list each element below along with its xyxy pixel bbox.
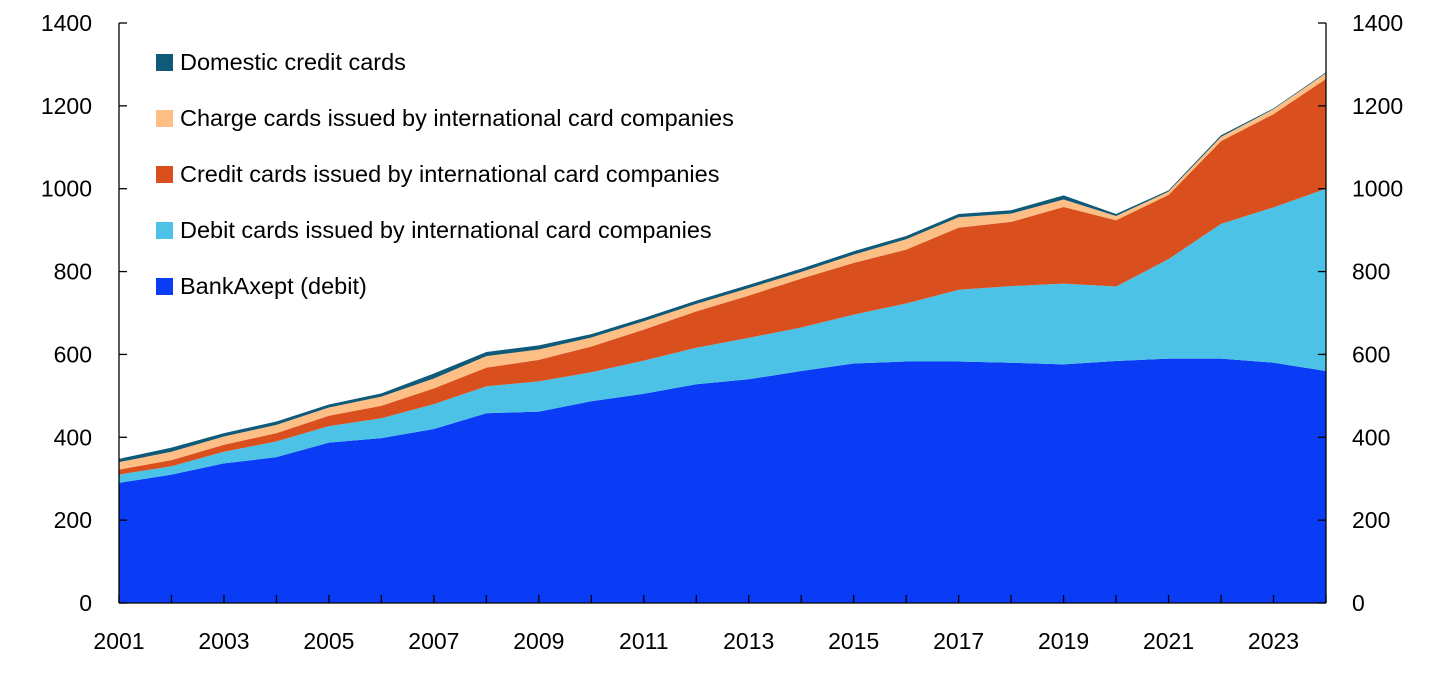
x-tick-label: 2019 bbox=[1038, 628, 1089, 654]
axes bbox=[118, 22, 1327, 604]
y-tick-label-left: 400 bbox=[54, 424, 92, 450]
x-tick-label: 2005 bbox=[303, 628, 354, 654]
x-tick-label: 2021 bbox=[1143, 628, 1194, 654]
y-axis-right-labels: 0 200 400 600 800 1000 1200 1400 bbox=[1352, 10, 1403, 616]
y-tick-label-left: 1200 bbox=[41, 93, 92, 119]
legend-swatch bbox=[156, 166, 173, 183]
y-tick-label-right: 200 bbox=[1352, 507, 1390, 533]
area-layers bbox=[119, 72, 1326, 603]
x-tick-label: 2023 bbox=[1248, 628, 1299, 654]
area-series-1 bbox=[119, 188, 1326, 483]
legend-swatch bbox=[156, 278, 173, 295]
y-tick-label-left: 1000 bbox=[41, 176, 92, 202]
x-tick-label: 2013 bbox=[723, 628, 774, 654]
legend-label: BankAxept (debit) bbox=[180, 273, 367, 299]
legend-label: Charge cards issued by international car… bbox=[180, 105, 734, 131]
x-axis-labels: 2001 2003 2005 2007 2009 2011 2013 2015 2017 2019… bbox=[93, 628, 1299, 654]
x-tick-label: 2007 bbox=[408, 628, 459, 654]
legend-label: Domestic credit cards bbox=[180, 49, 406, 75]
x-tick-label: 2009 bbox=[513, 628, 564, 654]
y-tick-label-right: 800 bbox=[1352, 259, 1390, 285]
y-tick-label-right: 1200 bbox=[1352, 93, 1403, 119]
y-tick-label-right: 1400 bbox=[1352, 10, 1403, 36]
x-tick-label: 2017 bbox=[933, 628, 984, 654]
y-tick-label-left: 200 bbox=[54, 507, 92, 533]
legend-swatch bbox=[156, 54, 173, 71]
y-tick-label-right: 1000 bbox=[1352, 176, 1403, 202]
legend-label: Debit cards issued by international card… bbox=[180, 217, 712, 243]
legend-swatch bbox=[156, 222, 173, 239]
y-tick-label-right: 0 bbox=[1352, 590, 1365, 616]
x-tick-label: 2001 bbox=[93, 628, 144, 654]
y-tick-label-left: 0 bbox=[79, 590, 92, 616]
legend-label: Credit cards issued by international car… bbox=[180, 161, 719, 187]
x-tick-label: 2015 bbox=[828, 628, 879, 654]
y-tick-label-left: 1400 bbox=[41, 10, 92, 36]
area-series-0 bbox=[119, 358, 1326, 603]
x-tick-label: 2011 bbox=[619, 628, 668, 654]
legend-swatch bbox=[156, 110, 173, 127]
x-tick-label: 2003 bbox=[198, 628, 249, 654]
y-tick-label-right: 400 bbox=[1352, 424, 1390, 450]
y-tick-label-left: 800 bbox=[54, 259, 92, 285]
legend: Domestic credit cards Charge cards issued… bbox=[156, 49, 734, 299]
y-tick-label-left: 600 bbox=[54, 341, 92, 367]
y-axis-left-labels: 0 200 400 600 800 1000 1200 1400 bbox=[41, 10, 92, 616]
area-series-2 bbox=[119, 78, 1326, 475]
y-tick-label-right: 600 bbox=[1352, 341, 1390, 367]
